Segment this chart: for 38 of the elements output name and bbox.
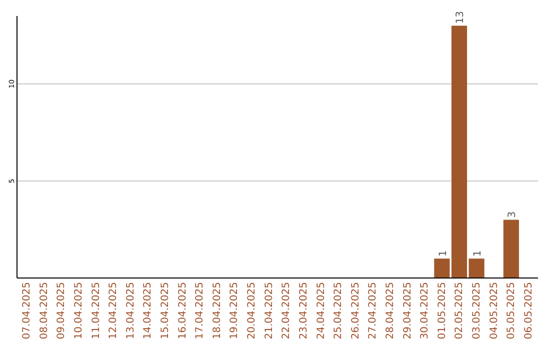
x-tick-label: 02.05.2025 (454, 282, 466, 340)
x-tick-label: 26.04.2025 (350, 282, 362, 340)
x-tick-label: 30.04.2025 (420, 282, 431, 340)
x-tick-label: 14.04.2025 (142, 282, 154, 340)
x-tick-label: 05.05.2025 (506, 282, 518, 340)
data-label: 13 (455, 10, 466, 24)
x-tick-label: 28.04.2025 (385, 282, 396, 340)
x-tick-label: 16.04.2025 (177, 282, 188, 340)
x-tick-label: 27.04.2025 (368, 282, 379, 340)
data-label: 3 (507, 211, 518, 218)
x-tick-label: 07.04.2025 (22, 282, 33, 340)
x-tick-label: 03.05.2025 (472, 282, 483, 340)
x-tick-label: 09.04.2025 (56, 282, 68, 340)
bar (451, 26, 468, 278)
x-tick-label: 08.04.2025 (38, 282, 50, 340)
bar (503, 220, 519, 278)
x-tick-label: 01.05.2025 (436, 282, 448, 340)
x-tick-label: 22.04.2025 (281, 282, 292, 340)
bar (468, 258, 484, 278)
x-tick-label: 24.04.2025 (316, 282, 327, 340)
bar (434, 258, 450, 278)
data-label: 1 (438, 250, 449, 257)
x-tick-label: 13.04.2025 (125, 282, 136, 340)
x-tick-label: 20.04.2025 (246, 282, 258, 340)
x-tick-label: 23.04.2025 (298, 282, 310, 340)
x-tick-label: 10.04.2025 (73, 282, 84, 340)
x-tick-label: 04.05.2025 (488, 282, 500, 340)
data-label: 1 (472, 250, 484, 257)
x-tick-label: 11.04.2025 (90, 282, 102, 340)
x-tick-label: 19.04.2025 (229, 282, 240, 340)
x-tick-label: 25.04.2025 (333, 282, 344, 340)
x-tick-label: 17.04.2025 (194, 282, 206, 340)
x-tick-label: 29.04.2025 (402, 282, 414, 340)
x-tick-label: 21.04.2025 (264, 282, 275, 340)
x-tick-label: 15.04.2025 (160, 282, 171, 340)
x-tick-label: 06.05.2025 (523, 282, 534, 340)
x-tick-label: 18.04.2025 (212, 282, 223, 340)
x-tick-label: 12.04.2025 (108, 282, 120, 340)
